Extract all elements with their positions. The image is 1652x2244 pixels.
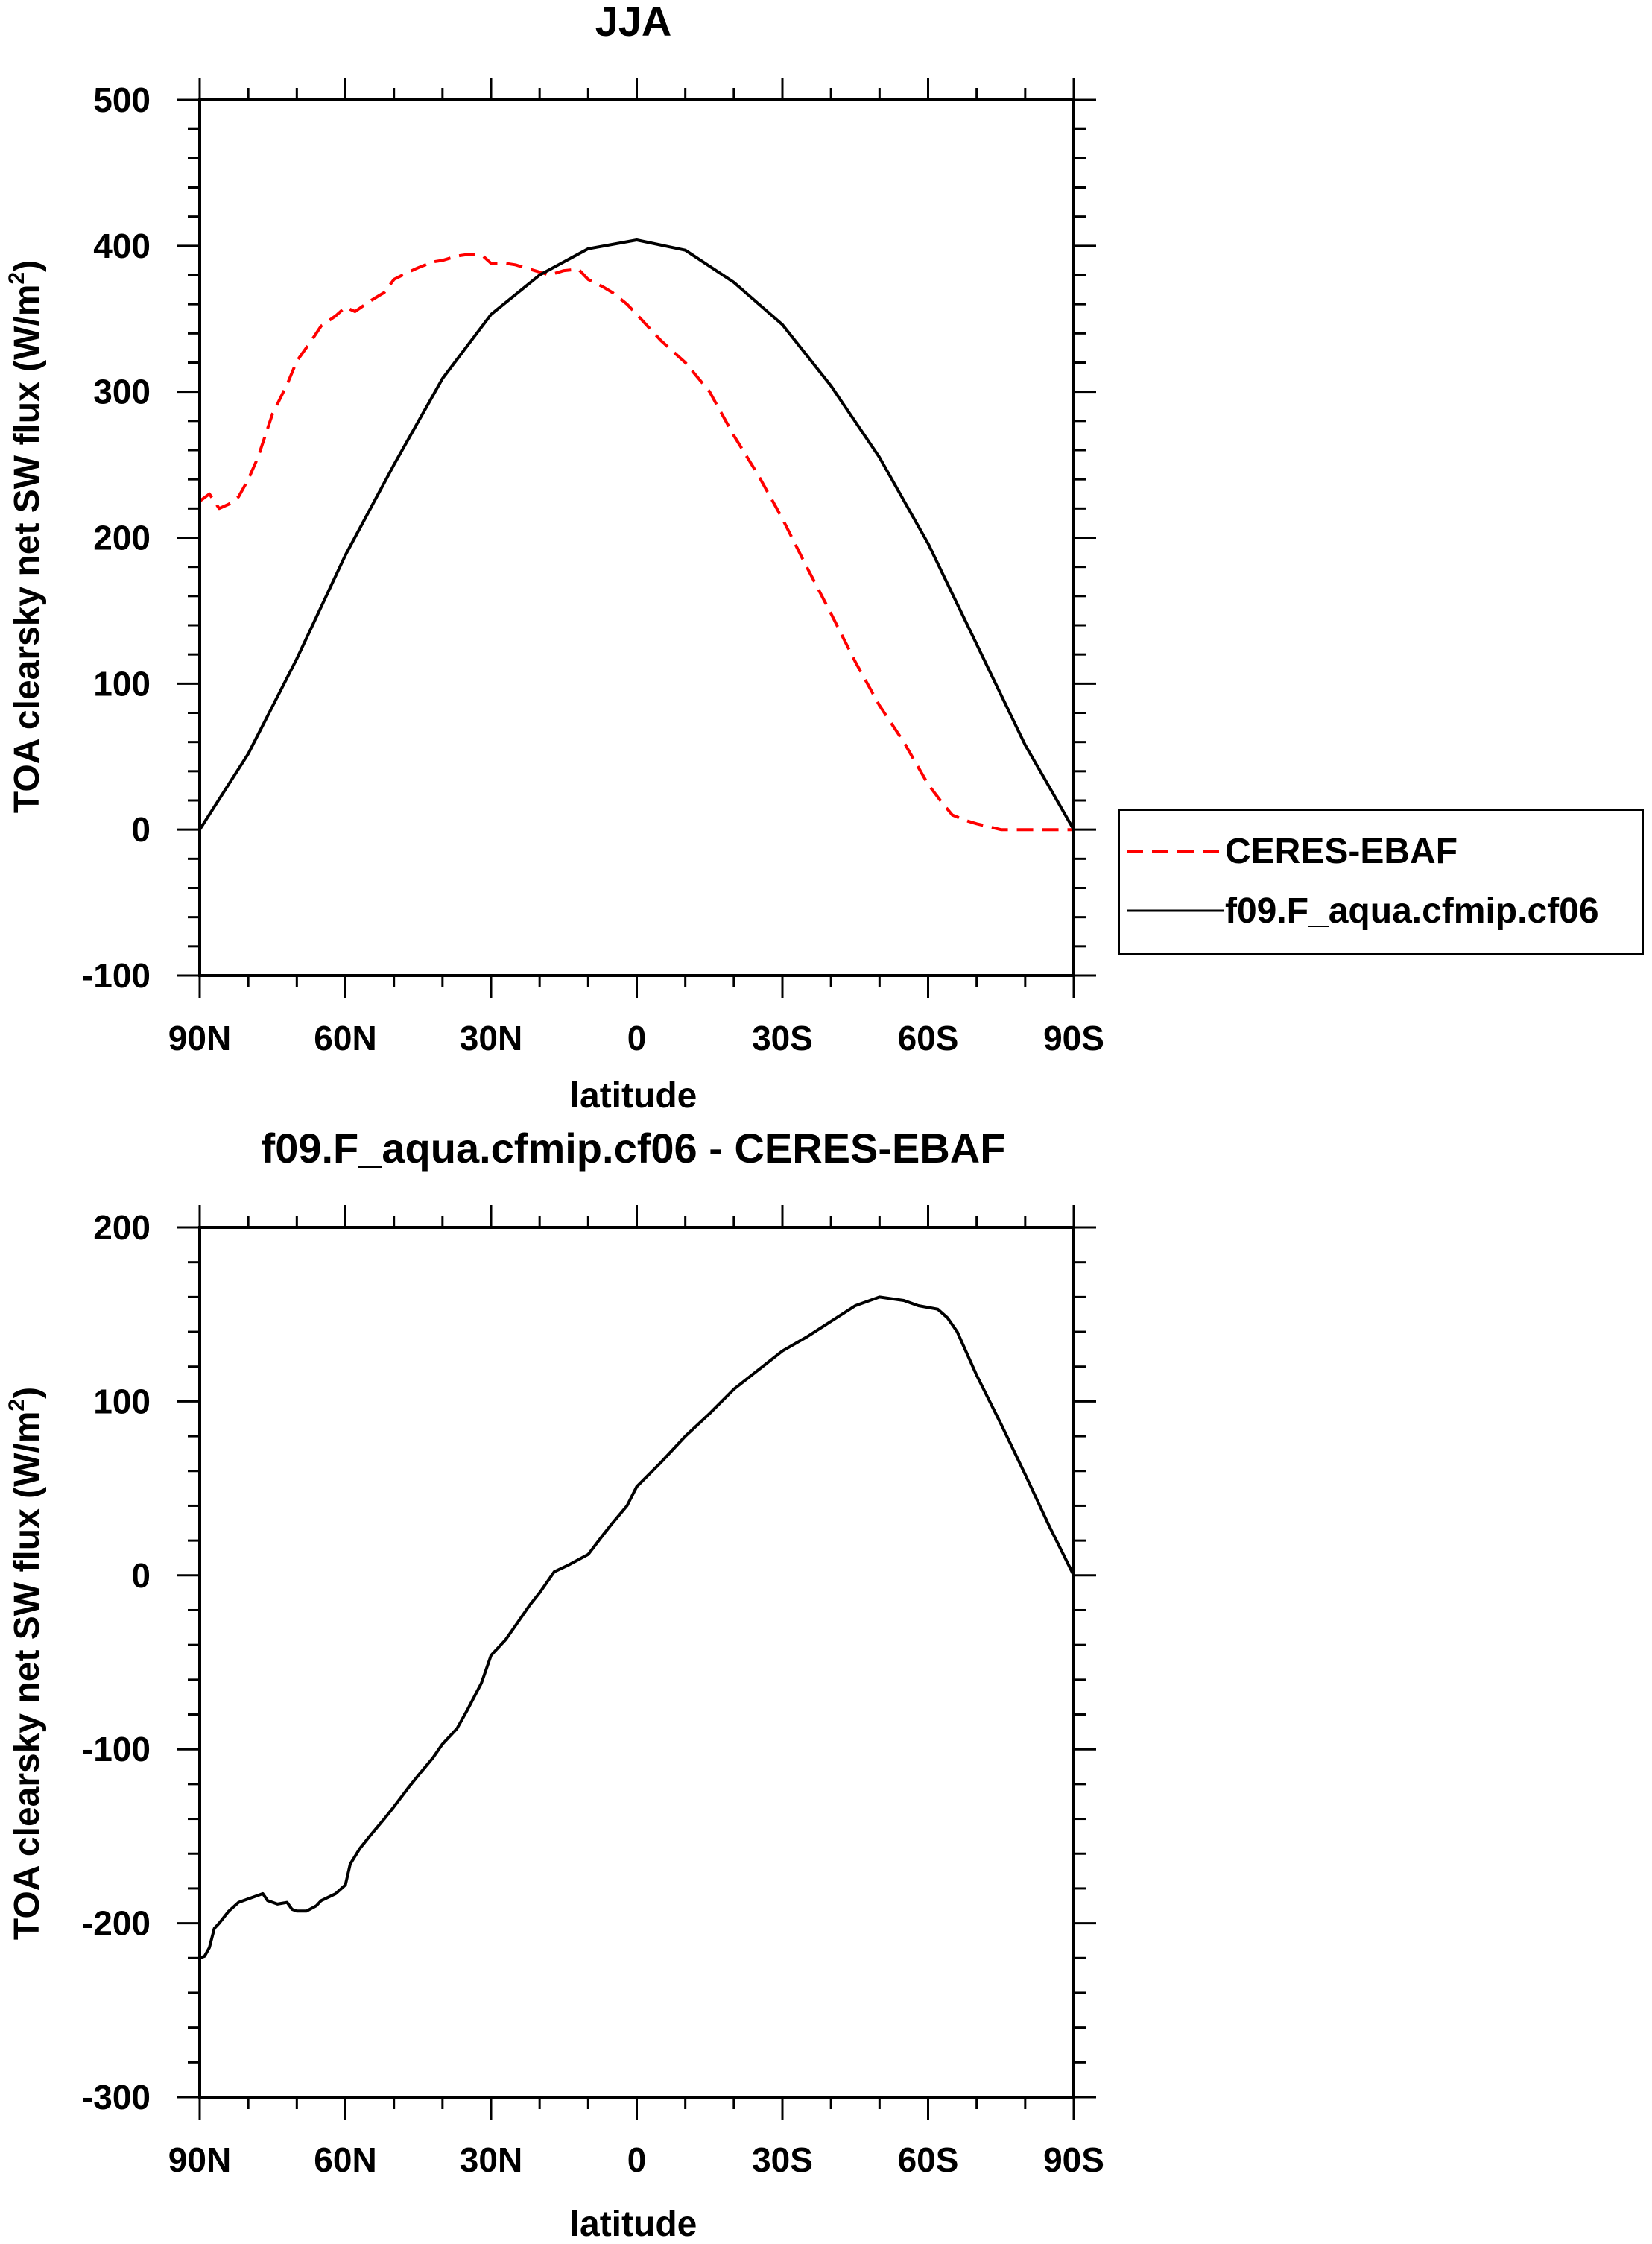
x-axis-label: latitude [570,2205,697,2244]
y-tick-label: 500 [93,80,151,119]
legend-label-ceres-ebaf: CERES-EBAF [1225,832,1458,871]
y-axis-label: TOA clearsky net SW flux (W/m2) [4,1387,47,1940]
legend: CERES-EBAF f09.F_aqua.cfmip.cf06 [1118,809,1644,955]
chart-title: JJA [595,0,672,45]
x-tick-label: 30N [460,2140,522,2179]
chart-title: f09.F_aqua.cfmip.cf06 - CERES-EBAF [262,1125,1006,1172]
x-tick-label: 30S [752,2140,813,2179]
y-tick-label: -100 [82,956,151,995]
y-axis-label: TOA clearsky net SW flux (W/m2) [4,260,47,813]
y-tick-label: 100 [93,1382,151,1420]
x-tick-label: 90S [1043,2140,1104,2179]
x-tick-label: 0 [627,2140,647,2179]
series-line-f09-f-aqua-cfmip-cf06 [198,238,1075,831]
x-tick-label: 90S [1043,1019,1104,1058]
x-tick-label: 60N [314,2140,376,2179]
legend-label-model: f09.F_aqua.cfmip.cf06 [1225,891,1599,931]
y-tick-label: 200 [93,1208,151,1247]
y-tick-label: 400 [93,227,151,265]
x-tick-label: 30S [752,1019,813,1058]
y-tick-label: 200 [93,519,151,557]
y-tick-label: 0 [131,810,151,849]
x-tick-label: 0 [627,1019,647,1058]
series-line-difference [199,1295,1075,1960]
y-tick-label: -200 [82,1904,151,1943]
x-tick-label: 90N [168,2140,231,2179]
legend-box [1118,809,1644,955]
y-tick-label: 300 [93,373,151,411]
y-tick-label: 0 [131,1556,151,1595]
y-tick-label: -100 [82,1730,151,1769]
y-tick-label: -300 [82,2078,151,2117]
x-tick-label: 60S [898,2140,959,2179]
top-panel-jja: JJA latitude TOA clearsky net SW flux (W… [4,0,1104,1116]
x-tick-label: 60S [898,1019,959,1058]
series-line-ceres-ebaf [198,253,1074,832]
x-tick-label: 90N [168,1019,231,1058]
x-tick-label: 30N [460,1019,522,1058]
bottom-panel-difference: f09.F_aqua.cfmip.cf06 - CERES-EBAF latit… [4,1125,1104,2244]
plot-frame [198,98,1075,977]
x-axis-label: latitude [570,1076,697,1116]
y-tick-label: 100 [93,664,151,703]
x-tick-label: 60N [314,1019,376,1058]
plot-frame [198,1226,1075,2099]
